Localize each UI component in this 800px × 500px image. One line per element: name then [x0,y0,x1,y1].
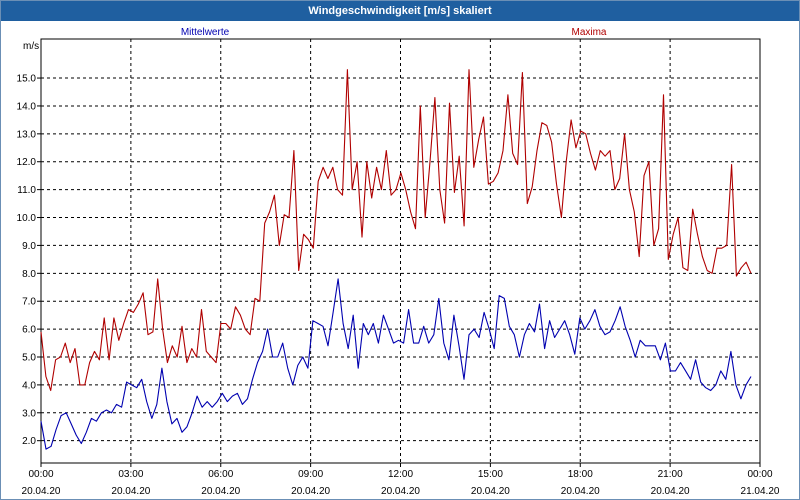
x-tick-date: 20.04.20 [471,486,510,497]
y-tick-label: 4.0 [22,380,36,391]
x-tick-date: 20.04.20 [22,486,61,497]
y-axis: 2.0 3.0 4.0 5.0 6.0 7.0 8.0 9.0 10.0 11.0 12.0 13.0… [17,74,41,447]
x-tick-date: 20.04.20 [651,486,690,497]
series-group [40,69,752,450]
x-tick-date: 21.04.20 [741,486,780,497]
y-tick-label: 9.0 [22,241,36,252]
y-tick-label: 14.0 [17,101,37,112]
y-tick-label: 3.0 [22,408,36,419]
x-tick-time: 00:00 [747,469,772,480]
y-tick-label: 7.0 [22,297,36,308]
x-axis: 00:00 20.04.20 03:00 20.04.20 06:00 20.04.20 0… [22,463,780,497]
x-tick-time: 09:00 [298,469,323,480]
x-tick-time: 15:00 [478,469,503,480]
x-tick-time: 03:00 [118,469,143,480]
x-tick-date: 20.04.20 [561,486,600,497]
x-tick-time: 12:00 [388,469,413,480]
legend-mittelwerte: Mittelwerte [181,27,230,38]
y-tick-label: 12.0 [17,157,37,168]
y-tick-label: 6.0 [22,325,36,336]
series-line-maxima [40,69,752,392]
x-tick-time: 18:00 [568,469,593,480]
x-tick-date: 20.04.20 [291,486,330,497]
x-tick-time: 21:00 [658,469,683,480]
series-line-mittelwerte [40,278,752,450]
y-tick-label: 2.0 [22,436,36,447]
y-axis-label: m/s [23,41,39,52]
y-tick-label: 10.0 [17,213,37,224]
x-tick-time: 00:00 [28,469,53,480]
x-tick-time: 06:00 [208,469,233,480]
legend-maxima: Maxima [571,27,606,38]
x-tick-date: 20.04.20 [381,486,420,497]
x-tick-date: 20.04.20 [201,486,240,497]
y-tick-label: 13.0 [17,129,37,140]
y-tick-label: 5.0 [22,353,36,364]
x-tick-date: 20.04.20 [111,486,150,497]
y-tick-label: 8.0 [22,269,36,280]
y-tick-label: 15.0 [17,74,37,85]
y-tick-label: 11.0 [17,185,36,196]
chart-title: Windgeschwindigkeit [m/s] skaliert [1,1,799,21]
